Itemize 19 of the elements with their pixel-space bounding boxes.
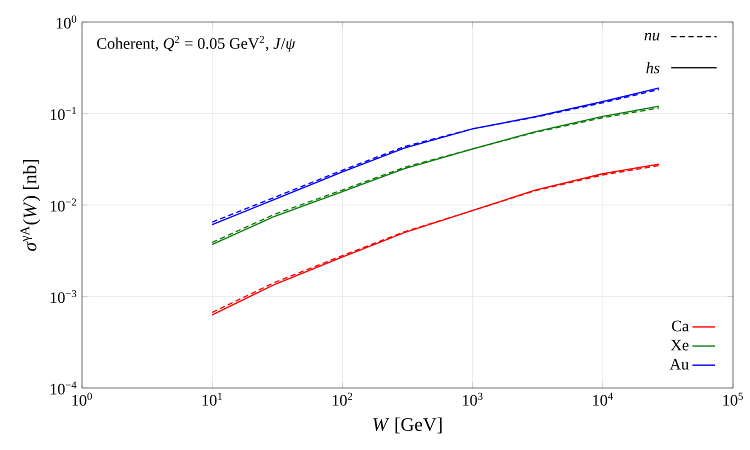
y-tick-label: 10$^{−4}$ <box>50 382 76 394</box>
y-tick-label: 10$^{−1}$ <box>50 107 76 120</box>
y-axis-title: σ$^{γA}$(W) [nb] <box>20 160 40 251</box>
x-tick-label: 10$^{1}$ <box>202 392 222 406</box>
legend-label: Au <box>670 358 689 370</box>
x-tick-label: 10$^{0}$ <box>72 392 92 406</box>
annotation: nu <box>644 32 660 40</box>
x-tick-label: 10$^{4}$ <box>593 392 613 406</box>
y-tick-label: 10$^{0}$ <box>56 16 76 28</box>
chart-title: Coherent, Q$^{2}$ = 0.05 GeV$^{2}$, J/ψ <box>97 36 296 52</box>
x-tick-label: 10$^{3}$ <box>463 392 482 406</box>
legend-label: Xe <box>670 340 689 350</box>
x-tick-label: 10$^{5}$ <box>723 392 743 406</box>
y-tick-label: 10$^{−2}$ <box>50 198 76 212</box>
y-tick-label: 10$^{−3}$ <box>50 290 76 303</box>
x-tick-label: 10$^{2}$ <box>332 392 352 406</box>
annotation: hs <box>646 62 660 74</box>
x-axis-title: W [GeV] <box>373 417 442 434</box>
legend-label: Ca <box>672 320 689 332</box>
